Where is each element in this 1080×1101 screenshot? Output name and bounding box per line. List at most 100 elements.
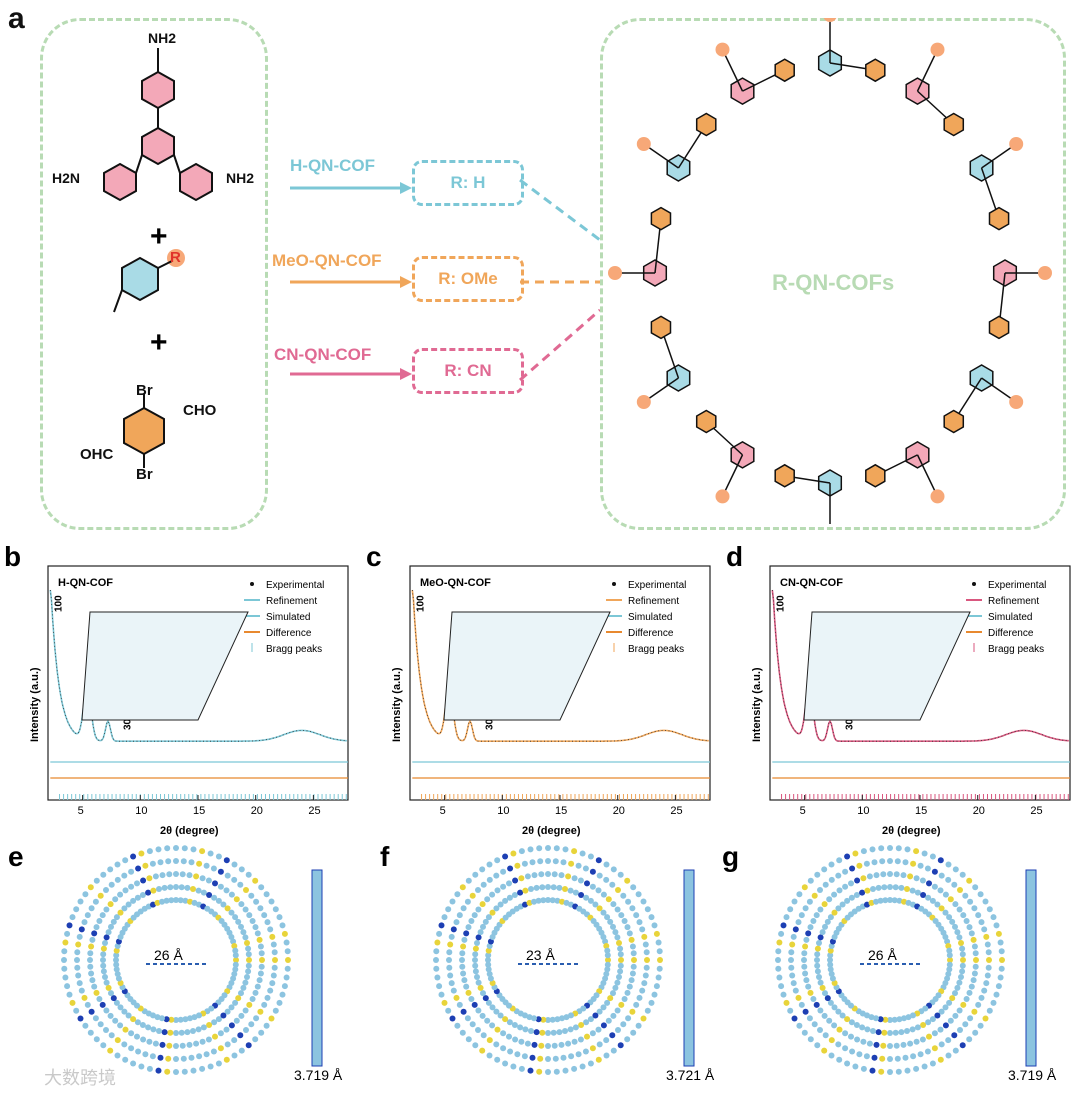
atom [539, 884, 546, 891]
r-substituent-icon [1038, 266, 1052, 280]
atom [854, 1036, 861, 1043]
atom [230, 938, 237, 945]
atom [558, 1041, 565, 1048]
atom [967, 898, 974, 905]
atom [448, 933, 455, 940]
atom [821, 866, 828, 873]
atom [787, 906, 794, 913]
pore-size-label: 23 Å [526, 947, 555, 963]
atom [975, 912, 982, 919]
atom [139, 1022, 146, 1028]
atom [211, 1019, 218, 1026]
atom [644, 906, 651, 913]
atom [482, 918, 489, 925]
atom [871, 1054, 878, 1061]
atom [592, 1012, 599, 1019]
atom [860, 875, 867, 882]
atom [571, 1038, 578, 1045]
amine-label-right: NH2 [226, 170, 255, 186]
atom [472, 1042, 479, 1049]
atom [822, 990, 828, 997]
atom [826, 1017, 833, 1024]
atom [235, 918, 242, 925]
atom [792, 926, 799, 933]
atom [203, 862, 210, 869]
atom [563, 1014, 570, 1021]
atom [892, 884, 899, 891]
atom [960, 1001, 967, 1008]
atom [433, 965, 440, 972]
refinement-curve [49, 589, 347, 742]
atom [190, 1067, 197, 1074]
atom [461, 936, 468, 943]
atom [514, 862, 521, 869]
atom [605, 1017, 612, 1024]
atom [447, 972, 454, 979]
atom [258, 950, 265, 957]
atom [603, 861, 610, 868]
atom [517, 1024, 524, 1031]
atom [190, 846, 197, 853]
atom [656, 965, 663, 972]
atom [907, 1040, 914, 1047]
atom [958, 974, 964, 980]
atom [814, 957, 820, 963]
atom [161, 1029, 168, 1036]
pore-size-label: 26 Å [154, 947, 183, 963]
atom [93, 989, 100, 996]
atom [471, 912, 478, 919]
atom [188, 859, 195, 866]
atom [270, 941, 277, 948]
atom [970, 977, 977, 984]
atom [612, 929, 619, 936]
atom [810, 996, 817, 1002]
atom [584, 880, 590, 887]
atom [245, 871, 252, 878]
atom [631, 957, 637, 963]
atom [844, 1016, 851, 1023]
atom [807, 989, 814, 996]
legend-entry: Refinement [988, 596, 1039, 607]
atom [232, 999, 239, 1006]
atom [982, 1015, 989, 1022]
atom [468, 996, 475, 1002]
atom [887, 871, 893, 877]
atom [617, 962, 624, 969]
atom [617, 968, 624, 975]
atom [829, 938, 836, 945]
atom [228, 909, 235, 916]
atom [506, 1033, 512, 1040]
atom [824, 995, 831, 1002]
atom [103, 934, 110, 941]
atom [130, 1016, 137, 1023]
reagent-box [40, 18, 268, 530]
atom [556, 884, 563, 891]
atom [464, 898, 471, 905]
structure-panel-f: f 23 Å 3.721 Å [372, 840, 738, 1101]
atom [578, 1022, 585, 1028]
atom [931, 1030, 938, 1037]
atom [869, 846, 876, 853]
atom [602, 938, 609, 945]
atom [618, 912, 625, 919]
watermark: 大数跨境 [44, 1068, 116, 1088]
atom [436, 983, 443, 990]
atom [630, 884, 637, 891]
atom [952, 1047, 959, 1054]
x-tick-label: 20 [613, 805, 625, 817]
atom [100, 962, 107, 969]
cof-ring-node [969, 154, 994, 182]
atom [968, 983, 975, 990]
atom [103, 887, 109, 893]
atom [616, 940, 622, 946]
atom [596, 872, 603, 879]
atom [480, 923, 486, 930]
atom [814, 962, 821, 969]
atom [75, 941, 82, 948]
atom [780, 922, 787, 929]
atom [252, 877, 259, 884]
r-substituent-icon [608, 266, 622, 280]
atom [565, 873, 572, 880]
atom [624, 877, 631, 884]
atom [817, 906, 824, 913]
